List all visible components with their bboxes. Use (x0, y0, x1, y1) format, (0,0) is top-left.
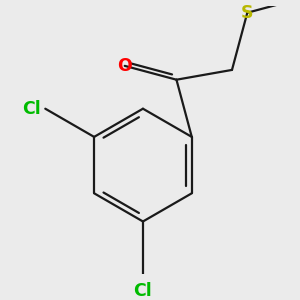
Text: S: S (241, 4, 254, 22)
Text: O: O (117, 57, 132, 75)
Text: Cl: Cl (134, 281, 152, 299)
Text: Cl: Cl (22, 100, 40, 118)
